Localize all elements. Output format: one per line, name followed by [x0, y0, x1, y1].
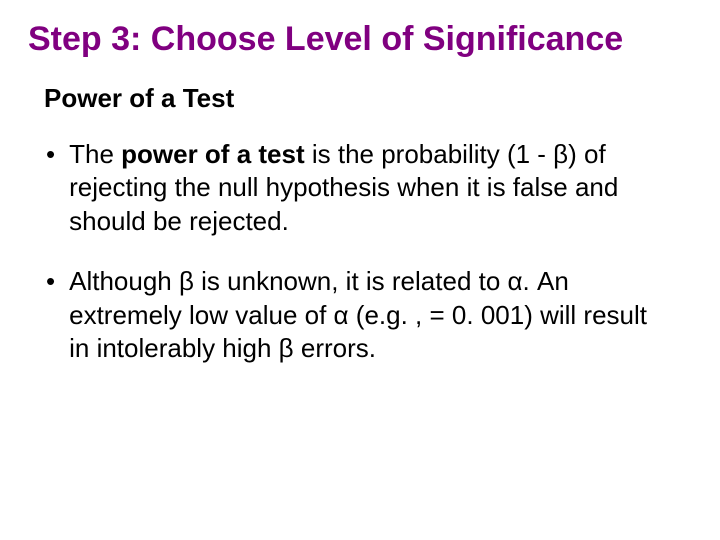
bullet-marker: •: [46, 138, 55, 172]
bold-run: power of a test: [121, 139, 304, 169]
bullet-marker: •: [46, 265, 55, 299]
bullet-list: • The power of a test is the probability …: [46, 138, 692, 367]
bullet-text: Although β is unknown, it is related to …: [69, 265, 669, 366]
bullet-item: • The power of a test is the probability …: [46, 138, 692, 239]
bullet-text: The power of a test is the probability (…: [69, 138, 669, 239]
bullet-item: • Although β is unknown, it is related to…: [46, 265, 692, 366]
text-run: The: [69, 139, 121, 169]
slide-title: Step 3: Choose Level of Significance: [28, 18, 692, 61]
slide-subtitle: Power of a Test: [44, 83, 692, 114]
slide-container: Step 3: Choose Level of Significance Pow…: [0, 0, 720, 540]
text-run: Although β is unknown, it is related to …: [69, 266, 647, 364]
